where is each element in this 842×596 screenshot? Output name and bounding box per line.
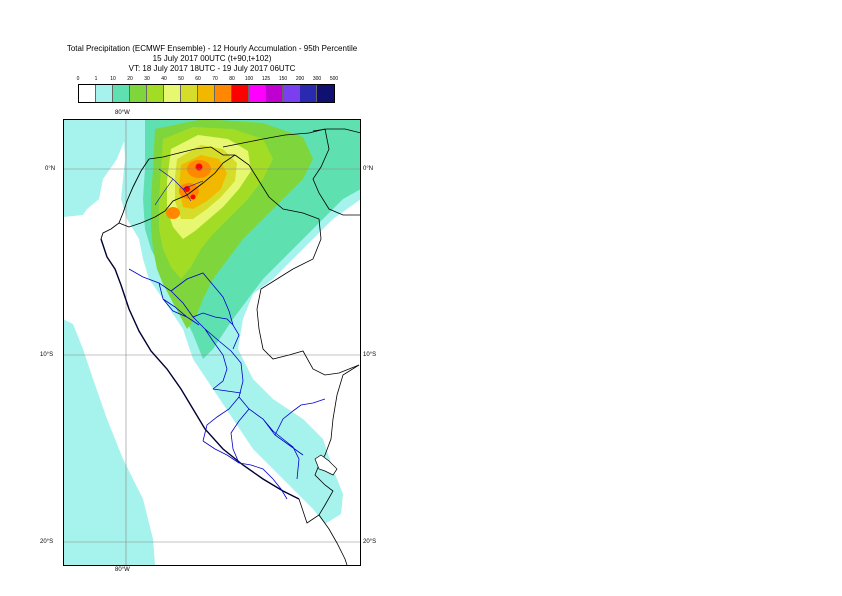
border-colombia-ecuador <box>148 146 235 160</box>
legend-label-14: 300 <box>312 76 322 82</box>
precip-cell-orange-3 <box>166 207 180 219</box>
legend-label-2: 10 <box>110 76 116 82</box>
legend-swatch-11 <box>266 85 283 102</box>
lat-label-10s-right: 10°S <box>363 352 377 358</box>
precip-cell-red-2 <box>184 186 190 192</box>
border-colombia-peru-brazil <box>234 154 360 376</box>
legend-swatch-7 <box>198 85 215 102</box>
lake-titicaca <box>314 454 338 476</box>
border-chile-bolivia <box>318 514 348 565</box>
title-line-3: VT: 18 July 2017 18UTC - 19 July 2017 06… <box>128 64 296 73</box>
legend-label-3: 20 <box>127 76 133 82</box>
legend-swatch-1 <box>96 85 113 102</box>
lat-label-20s-right: 20°S <box>363 539 377 545</box>
lat-label-20s-left: 20°S <box>40 539 54 545</box>
ecuador-region-borders <box>154 168 204 206</box>
legend-swatch-2 <box>113 85 130 102</box>
legend-swatch-4 <box>147 85 164 102</box>
chart-title: Total Precipitation (ECMWF Ensemble) - 1… <box>0 44 424 74</box>
legend-label-12: 150 <box>278 76 288 82</box>
color-legend: 0 1 10 20 30 40 50 60 70 80 100 125 150 200 300 500 <box>76 76 348 104</box>
border-colombia-north <box>222 128 360 216</box>
legend-labels: 0 1 10 20 30 40 50 60 70 80 100 125 150 200 300 500 <box>76 76 348 85</box>
coastline-peru <box>100 238 300 500</box>
border-peru-bolivia <box>298 364 360 524</box>
legend-swatch-5 <box>164 85 181 102</box>
legend-label-15: 500 <box>329 76 339 82</box>
lat-label-0-right: 0°N <box>363 166 374 172</box>
precip-area-pacific <box>63 119 125 217</box>
legend-bar <box>78 84 335 103</box>
lat-label-10s-left: 10°S <box>40 352 54 358</box>
legend-swatch-3 <box>130 85 147 102</box>
legend-label-4: 30 <box>144 76 150 82</box>
legend-swatch-14 <box>317 85 334 102</box>
lon-label-bottom: 80°W <box>115 567 130 573</box>
border-ecuador-peru <box>118 154 236 228</box>
legend-label-11: 125 <box>261 76 271 82</box>
precipitation-map <box>63 119 361 565</box>
legend-label-0: 0 <box>76 76 80 82</box>
legend-label-1: 1 <box>94 76 98 82</box>
precip-cell-red-1 <box>195 163 203 171</box>
coastline-ecuador <box>100 158 150 240</box>
title-line-1: Total Precipitation (ECMWF Ensemble) - 1… <box>66 44 358 53</box>
legend-swatch-13 <box>300 85 317 102</box>
title-line-2: 15 July 2017 00UTC (t+90,t+102) <box>152 54 272 63</box>
legend-swatch-8 <box>215 85 232 102</box>
legend-swatch-0 <box>79 85 96 102</box>
region-borders <box>128 268 326 500</box>
legend-label-5: 40 <box>161 76 167 82</box>
precip-cell-red-3 <box>190 194 196 200</box>
map-svg <box>63 119 360 565</box>
legend-swatch-12 <box>283 85 300 102</box>
legend-swatch-9 <box>232 85 249 102</box>
legend-label-13: 200 <box>295 76 305 82</box>
legend-label-8: 70 <box>212 76 218 82</box>
lon-label-top: 80°W <box>115 110 130 116</box>
legend-label-10: 100 <box>244 76 254 82</box>
legend-label-9: 80 <box>229 76 235 82</box>
legend-swatch-10 <box>249 85 266 102</box>
legend-label-7: 60 <box>195 76 201 82</box>
border-venezuela <box>312 128 360 134</box>
precip-area-pacific-south <box>63 319 155 565</box>
lat-label-0-left: 0°N <box>45 166 56 172</box>
legend-swatch-6 <box>181 85 198 102</box>
legend-label-6: 50 <box>178 76 184 82</box>
